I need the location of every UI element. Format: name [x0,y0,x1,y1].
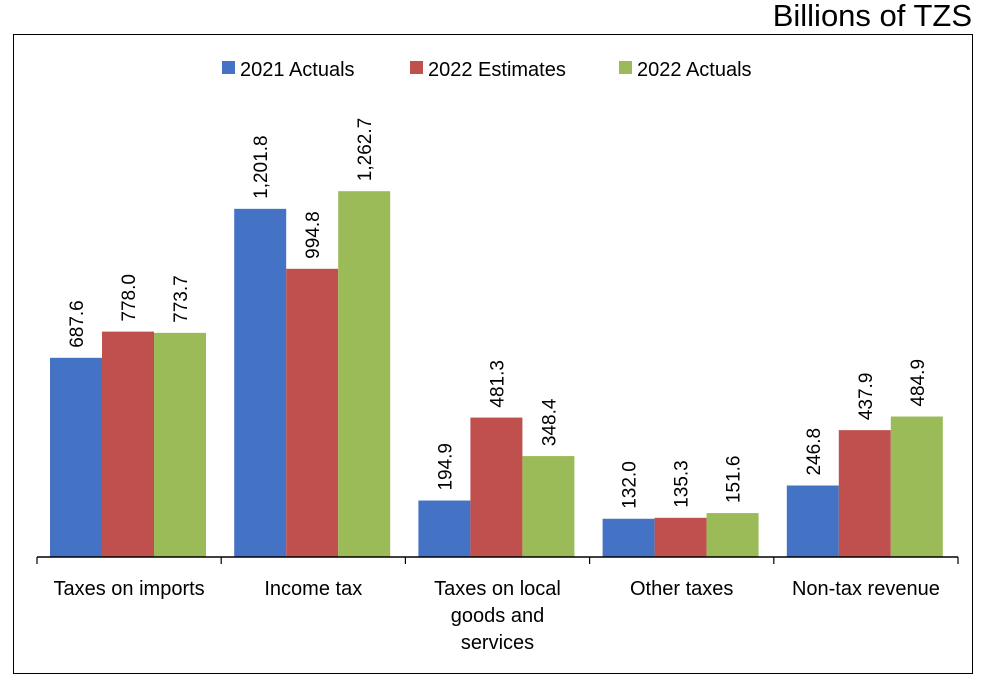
bar-2021-actuals-2 [418,500,471,557]
value-labels: 687.6 1,201.8 194.9 132.0 246.8 778.0 994.8 481… [67,118,929,509]
category-label: Taxes on imports [54,578,205,600]
data-label: 778.0 [119,274,140,322]
bar-2022-actuals-3 [706,513,759,557]
unit-label: Billions of TZS [772,0,972,33]
data-label: 1,201.8 [251,135,272,198]
category-label: Other taxes [630,578,733,600]
bar-2022-estimates-3 [654,517,707,557]
data-label: 437.9 [856,373,877,421]
data-label: 135.3 [672,460,693,508]
category-label: Taxes on local goods and services [434,578,561,654]
data-label: 484.9 [908,359,929,407]
bar-2022-actuals-2 [522,456,575,557]
bar-2022-actuals-4 [890,416,943,557]
bar-2022-estimates-2 [470,417,523,557]
data-label: 151.6 [724,456,745,504]
chart-frame [13,34,973,674]
bar-2022-estimates-4 [838,430,891,557]
data-label: 773.7 [171,275,192,323]
data-label: 194.9 [435,443,456,491]
bar-2021-actuals-4 [786,485,839,557]
bar-2022-actuals-0 [154,332,206,557]
bar-2022-estimates-0 [102,331,154,557]
category-label: Income tax [264,578,362,600]
data-label: 246.8 [804,428,825,476]
bars [50,191,943,558]
category-label: Non-tax revenue [792,578,940,600]
data-label: 994.8 [303,211,324,259]
data-label: 687.6 [67,300,88,348]
bar-2021-actuals-3 [602,518,655,557]
data-label: 348.4 [539,398,560,446]
legend-label: 2022 Estimates [428,59,566,81]
legend-swatch-2021-actuals [222,61,235,74]
data-label: 481.3 [487,360,508,408]
bar-2022-estimates-1 [286,268,339,557]
data-label: 1,262.7 [355,118,376,181]
legend: 2021 Actuals 2022 Estimates 2022 Actuals [222,59,752,81]
category-labels: Taxes on imports Income tax Taxes on local… [54,578,940,654]
data-label: 132.0 [620,461,641,509]
legend-swatch-2022-estimates [410,61,423,74]
bar-2022-actuals-1 [338,191,391,558]
legend-label: 2021 Actuals [240,59,355,81]
x-axis-ticks [36,557,959,564]
bar-2021-actuals-0 [50,357,102,557]
legend-swatch-2022-actuals [619,61,632,74]
legend-label: 2022 Actuals [637,59,752,81]
bar-2021-actuals-1 [234,208,287,557]
